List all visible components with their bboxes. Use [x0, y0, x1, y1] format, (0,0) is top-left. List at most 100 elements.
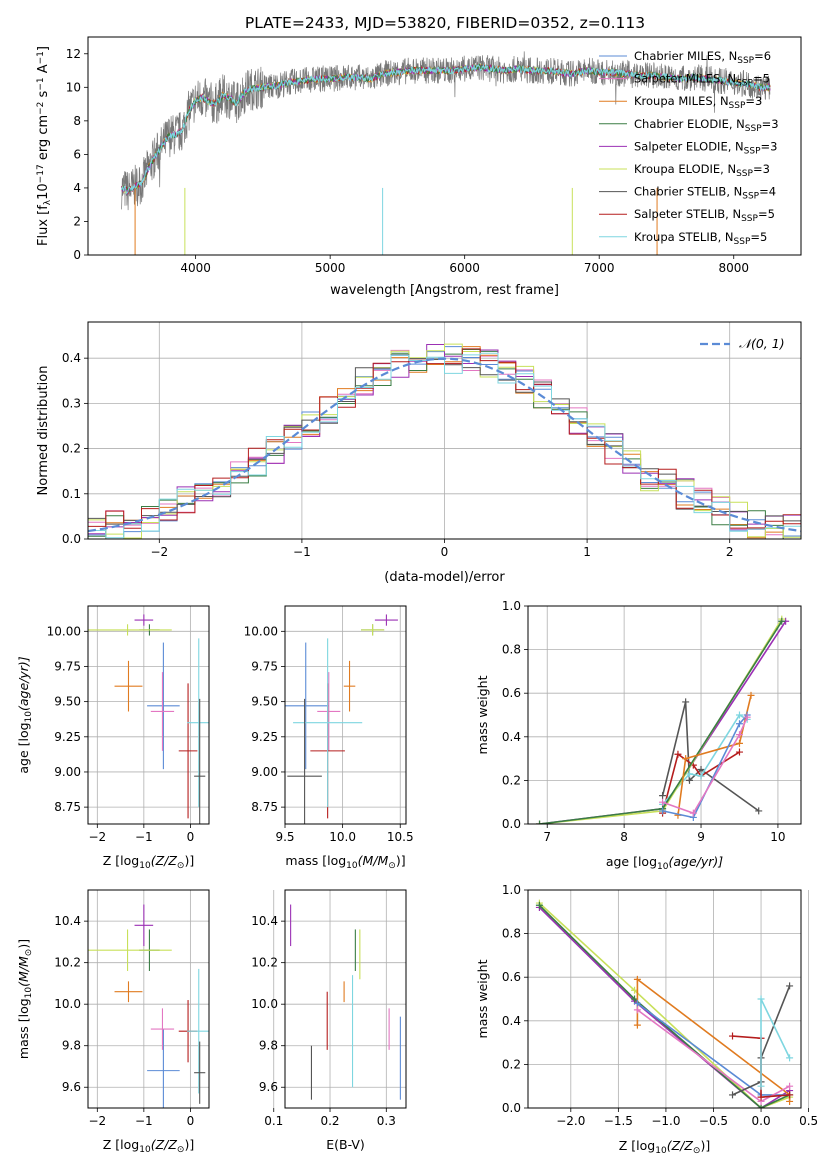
y-tick-label: 0.3: [62, 396, 81, 410]
label-part: (M/M: [358, 853, 389, 868]
age-vs-mass-panel: 9.5 10.0 10.5 8.75 9.00 9.25 9.50 9.75 10.00 mass…: [244, 605, 414, 871]
label-part: =3: [762, 117, 779, 131]
x-tick-label: −1: [293, 545, 311, 559]
x-axis-label: age [log10(age/yr)]: [606, 854, 723, 872]
label-part: =3: [745, 94, 762, 108]
label-part: Salpeter ELODIE, N: [634, 139, 744, 153]
axes-frame: [284, 889, 407, 1109]
y-tick-label: 2: [73, 214, 81, 228]
y-tick-label: 8: [73, 114, 81, 128]
label-part: SSP: [734, 236, 751, 246]
gaussian-curve: [88, 357, 801, 533]
series-marker: [729, 1032, 737, 1040]
axes-frame: [87, 605, 210, 825]
legend-entry: Chabrier MILES, NSSP=6: [634, 49, 771, 66]
x-tick-label: 0.5: [799, 1114, 818, 1128]
y-tick-label: 10.00: [244, 624, 278, 638]
x-tick-label: 9.5: [275, 830, 294, 844]
y-tick-label: 8.75: [251, 800, 278, 814]
label-part: )]: [396, 853, 406, 868]
series-marker: [689, 809, 697, 817]
series-marker: [674, 750, 682, 758]
x-tick-label: −2: [150, 545, 168, 559]
series-line: [538, 904, 790, 1108]
axes-frame: [284, 605, 407, 825]
label-part: =5: [753, 72, 770, 86]
label-part: 10: [657, 862, 669, 872]
series-marker: [735, 720, 743, 728]
y-tick-label: 10.00: [47, 624, 81, 638]
y-tick-label: 10.2: [251, 956, 278, 970]
legend-entry: Kroupa ELODIE, NSSP=3: [634, 162, 770, 179]
label-part: −2: [36, 102, 46, 115]
label-part: (Z/Z: [667, 1138, 694, 1153]
series-marker: [786, 1091, 794, 1099]
label-part: (M/M: [16, 956, 31, 987]
series-marker: [682, 755, 690, 763]
y-tick-label: 10.4: [54, 914, 81, 928]
label-part: =4: [759, 185, 776, 199]
y-tick-label: 0.2: [502, 773, 521, 787]
y-tick-label: 0.1: [62, 487, 81, 501]
series-marker: [697, 772, 705, 780]
x-tick-label: 0.1: [264, 1114, 283, 1128]
massweight-vs-Z-panel: −2.0 −1.5 −1.0 −0.5 0.0 0.5 0.0 0.2 0.4 0.6 0.8 1.0…: [475, 883, 818, 1156]
series-marker: [743, 713, 751, 721]
series-marker: [659, 807, 667, 815]
y-tick-label: 0.2: [62, 442, 81, 456]
errorbar-group: [88, 614, 209, 824]
axes-frame: [527, 889, 802, 1109]
y-tick-label: 9.8: [62, 1039, 81, 1053]
y-tick-label: 10.0: [251, 997, 278, 1011]
series-marker: [735, 711, 743, 719]
label-part: Kroupa MILES, N: [634, 94, 729, 108]
axes-frame: [527, 605, 802, 825]
x-tick-label: 0.3: [377, 1114, 396, 1128]
label-part: 10: [36, 183, 51, 200]
series-marker: [535, 901, 543, 909]
mass-vs-ebv-panel: 0.1 0.2 0.3 9.6 9.8 10.0 10.2 10.4 E(B-V): [251, 889, 407, 1152]
label-part: SSP: [741, 214, 758, 224]
label-part: ⊙: [24, 949, 34, 957]
label-part: SSP: [744, 146, 761, 156]
x-tick-label: 0.2: [320, 1114, 339, 1128]
y-tick-label: 6: [73, 147, 81, 161]
y-tick-label: 0.0: [502, 817, 521, 831]
x-tick-label: −2: [88, 830, 106, 844]
label-part: Salpeter STELIB, N: [634, 207, 741, 221]
errorbar-group: [88, 904, 209, 1108]
x-tick-label: 10.0: [329, 830, 356, 844]
x-tick-label: 8000: [718, 261, 749, 275]
y-tick-label: 0.2: [502, 1057, 521, 1071]
y-tick-label: 0.6: [502, 970, 521, 984]
label-part: ⊙: [177, 861, 185, 871]
series-marker: [757, 1082, 765, 1090]
y-tick-label: 9.25: [251, 730, 278, 744]
label-part: ⊙: [693, 1146, 701, 1156]
y-tick-label: 9.75: [251, 659, 278, 673]
label-part: −17: [36, 164, 46, 183]
label-part: λ: [43, 199, 53, 205]
label-part: (age/yr)]: [16, 656, 31, 711]
x-tick-label: 0: [441, 545, 449, 559]
label-part: )]: [184, 853, 194, 868]
y-tick-label: 0.4: [62, 351, 81, 365]
y-tick-label: 0: [73, 248, 81, 262]
y-tick-label: 9.00: [251, 765, 278, 779]
x-axis-label: wavelength [Angstrom, rest frame]: [330, 283, 559, 298]
y-tick-label: 1.0: [502, 599, 521, 613]
label-part: SSP: [737, 56, 754, 66]
label-part: A: [36, 64, 51, 77]
x-tick-label: −1: [135, 830, 153, 844]
label-part: age [log: [606, 854, 657, 869]
histogram-group: [88, 343, 801, 539]
x-tick-label: −1: [135, 1114, 153, 1128]
y-tick-label: 9.50: [251, 695, 278, 709]
spectrum-panel: 4000 5000 6000 7000 8000 0 2 4 6 8 10 12 wavelength …: [36, 36, 802, 298]
series-marker: [633, 1021, 641, 1029]
histogram-panel: −2 −1 0 1 2 0.0 0.1 0.2 0.3 0.4 (data-model)/error…: [36, 321, 802, 585]
plot-layer: 4000 5000 6000 7000 8000024681012wavelength …: [16, 36, 818, 1156]
label-part: 10: [139, 1145, 151, 1155]
